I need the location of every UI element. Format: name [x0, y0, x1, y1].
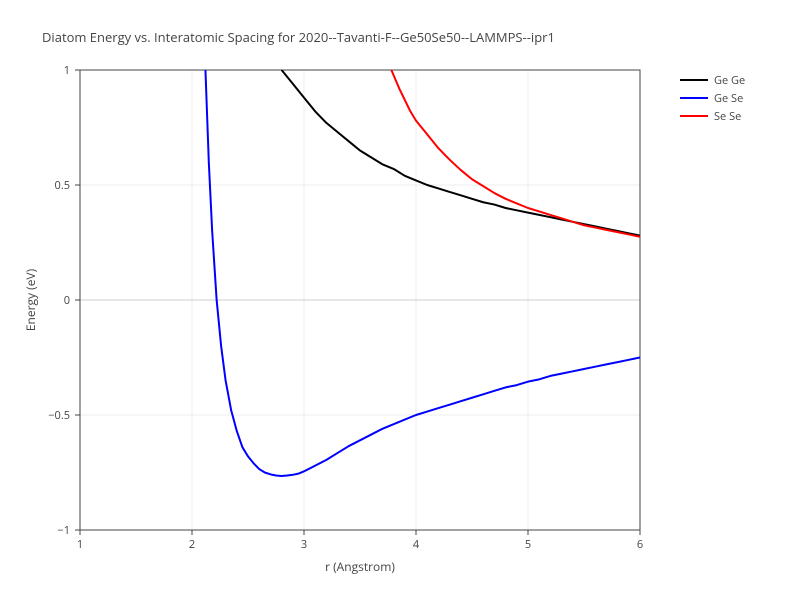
x-axis-label: r (Angstrom) [80, 558, 640, 575]
series-line [391, 70, 640, 237]
y-tick-label: −0.5 [48, 408, 70, 423]
legend-label: Ge Ge [714, 73, 745, 88]
legend-label: Ge Se [714, 91, 743, 106]
y-tick-label: 0.5 [55, 178, 70, 193]
x-tick-label: 2 [189, 537, 195, 552]
series-line [282, 70, 640, 236]
y-tick-label: −1 [57, 523, 70, 538]
chart-container: Diatom Energy vs. Interatomic Spacing fo… [0, 0, 800, 600]
x-tick-label: 3 [301, 537, 307, 552]
y-tick-label: 1 [64, 63, 70, 78]
y-tick-label: 0 [64, 293, 70, 308]
chart-svg: 1 2 3 4 5 6 −1 −0.5 0 0.5 1 Ge Ge Ge Se Se Se [0, 0, 800, 600]
y-axis-label: Energy (eV) [22, 260, 39, 340]
x-tick-label: 4 [413, 537, 420, 552]
x-tick-label: 5 [525, 537, 531, 552]
x-tick-label: 6 [637, 537, 643, 552]
x-tick-label: 1 [77, 537, 83, 552]
legend-label: Se Se [714, 109, 741, 124]
